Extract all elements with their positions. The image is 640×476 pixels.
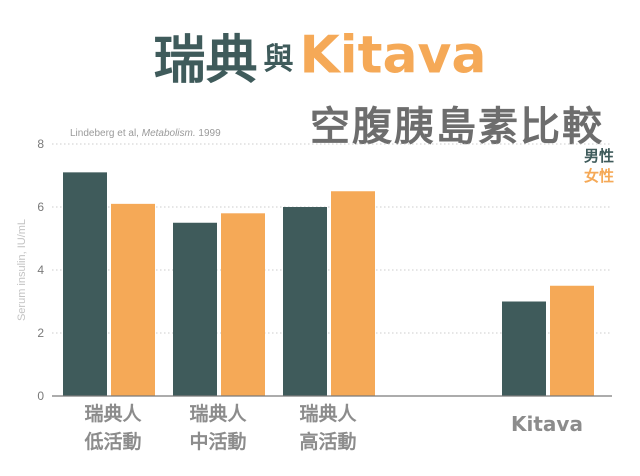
chart-title: 瑞典與 Kitava [0, 18, 640, 93]
citation-year: 1999 [198, 128, 221, 139]
category-label-kitava-line1: Kitava [511, 412, 583, 436]
bar-female [111, 203, 155, 396]
bar-female [550, 285, 594, 396]
y-axis-label: Serum insulin, IU/mL [16, 218, 28, 322]
bar-female [221, 213, 265, 396]
bar-male [283, 207, 327, 396]
category-label-mid-line1: 瑞典人 [189, 403, 247, 425]
legend-male: 男性 [583, 147, 614, 165]
citation-authors: Lindeberg et al, [70, 128, 139, 139]
category-label-kitava: Kitava [492, 410, 602, 438]
bars [63, 172, 594, 396]
category-label-low: 瑞典人 低活動 [58, 400, 168, 456]
title-connector: 與 [263, 41, 294, 77]
y-axis-ticks: 0 2 4 6 8 [37, 137, 44, 403]
category-label-low-line2: 低活動 [84, 431, 142, 453]
legend: 男性 女性 [584, 146, 614, 186]
bar-female [331, 191, 375, 396]
chart-subtitle: 空腹胰島素比較 [310, 104, 604, 150]
y-tick-label: 0 [37, 389, 44, 403]
title-sweden: 瑞典 [153, 31, 258, 91]
category-label-high-line2: 高活動 [299, 431, 357, 453]
y-tick-label: 4 [37, 263, 44, 277]
category-label-mid: 瑞典人 中活動 [163, 400, 273, 456]
y-tick-label: 2 [37, 326, 44, 340]
citation-journal: Metabolism. [141, 128, 196, 139]
bar-male [63, 172, 107, 396]
citation: Lindeberg et al, Metabolism. 1999 [70, 128, 221, 139]
legend-female: 女性 [583, 167, 614, 185]
y-tick-label: 8 [37, 137, 44, 151]
category-label-low-line1: 瑞典人 [84, 403, 142, 425]
category-label-mid-line2: 中活動 [189, 431, 247, 453]
bar-male [502, 301, 546, 396]
title-kitava: Kitava [299, 25, 487, 86]
y-tick-label: 6 [37, 200, 44, 214]
category-label-high-line1: 瑞典人 [299, 403, 357, 425]
bar-male [173, 222, 217, 396]
category-label-high: 瑞典人 高活動 [273, 400, 383, 456]
